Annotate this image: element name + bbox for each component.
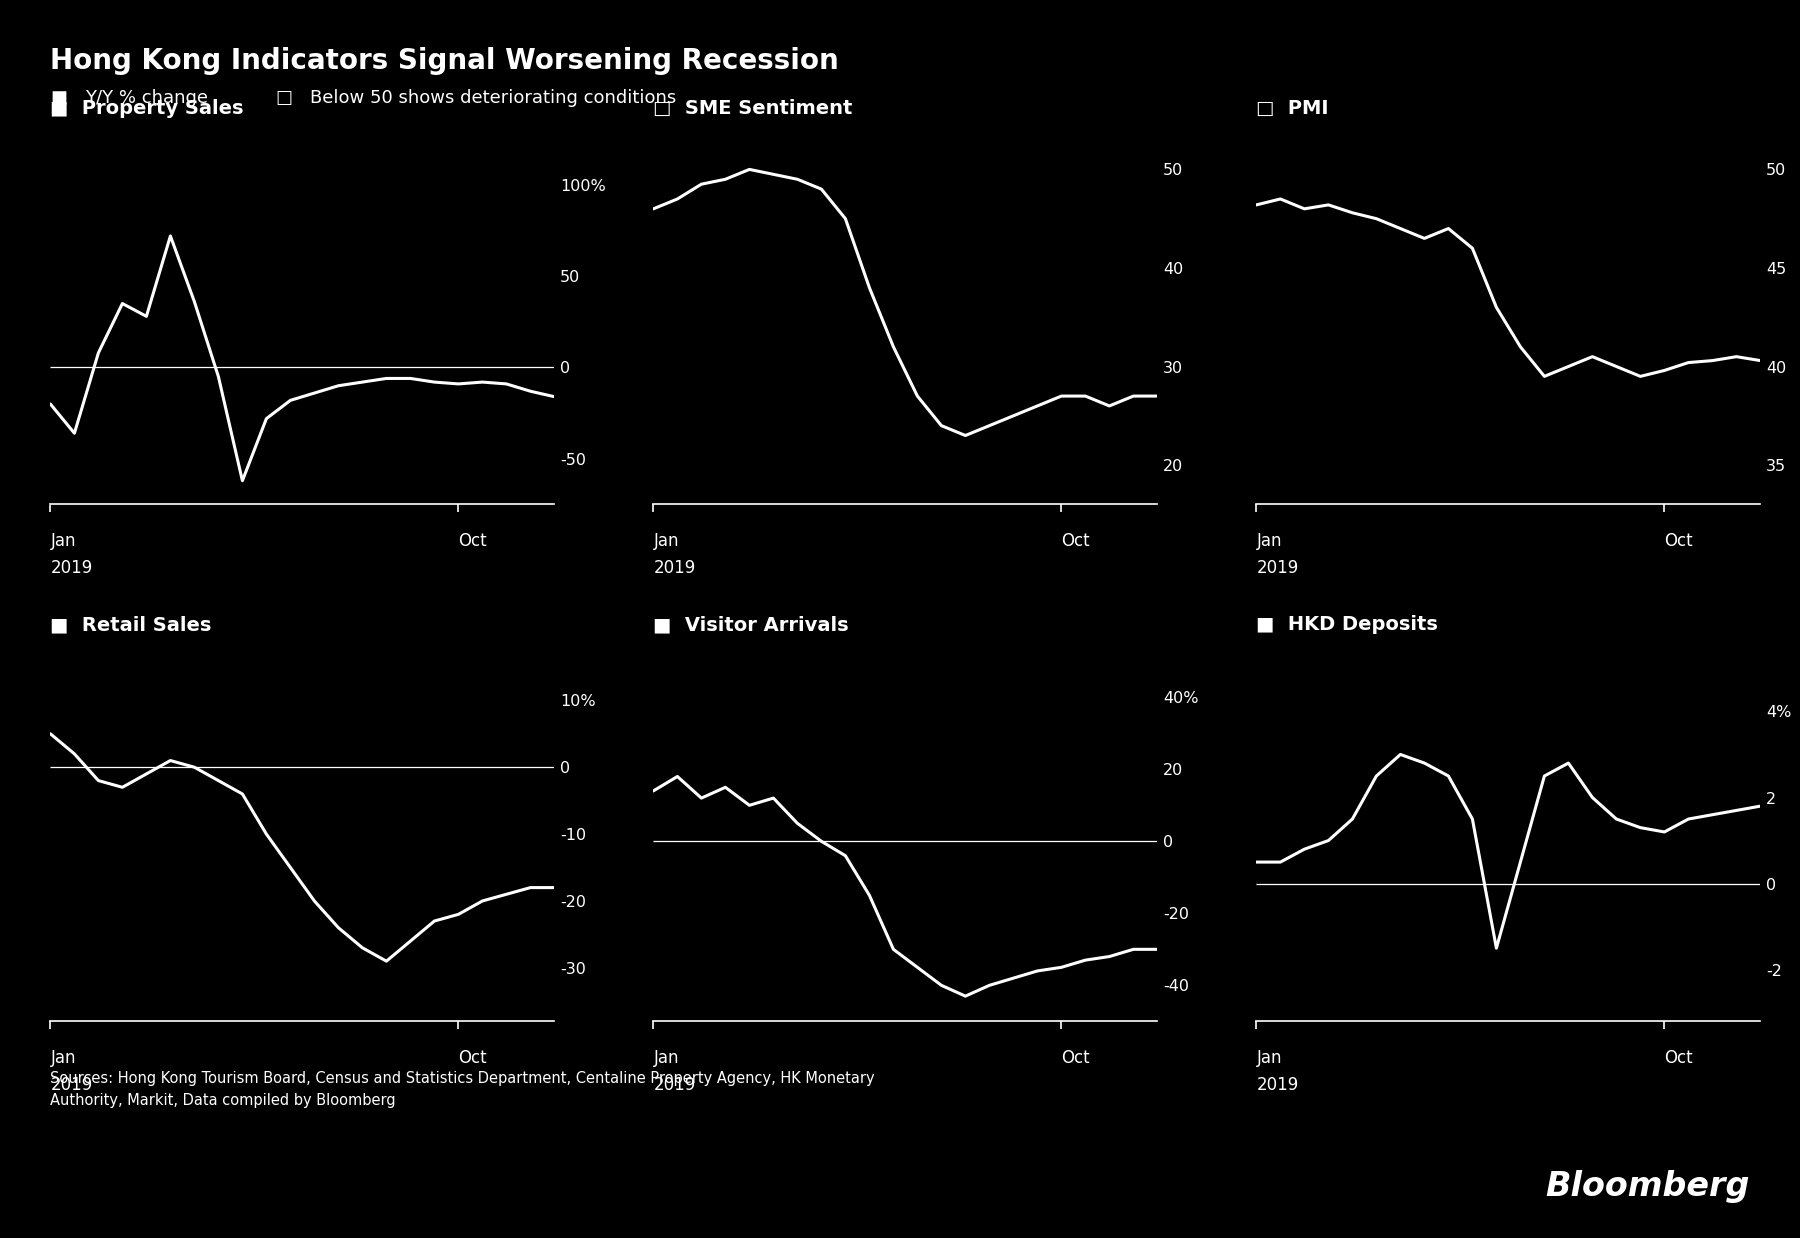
Text: 2019: 2019	[653, 1076, 695, 1094]
Text: ■  Property Sales: ■ Property Sales	[50, 99, 245, 118]
Text: Hong Kong Indicators Signal Worsening Recession: Hong Kong Indicators Signal Worsening Re…	[50, 47, 839, 76]
Text: ■  Retail Sales: ■ Retail Sales	[50, 615, 212, 634]
Text: Bloomberg: Bloomberg	[1544, 1170, 1750, 1203]
Text: □  PMI: □ PMI	[1256, 99, 1328, 118]
Text: Oct: Oct	[459, 532, 488, 550]
Text: ■  HKD Deposits: ■ HKD Deposits	[1256, 615, 1438, 634]
Text: ■: ■	[50, 89, 67, 108]
Text: Oct: Oct	[459, 1049, 488, 1067]
Text: 2019: 2019	[50, 1076, 92, 1094]
Text: Jan: Jan	[653, 532, 679, 550]
Text: ■  Visitor Arrivals: ■ Visitor Arrivals	[653, 615, 850, 634]
Text: 2019: 2019	[1256, 1076, 1298, 1094]
Text: Sources: Hong Kong Tourism Board, Census and Statistics Department, Centaline Pr: Sources: Hong Kong Tourism Board, Census…	[50, 1071, 875, 1108]
Text: 2019: 2019	[653, 560, 695, 577]
Text: Oct: Oct	[1062, 532, 1091, 550]
Text: Oct: Oct	[1665, 1049, 1694, 1067]
Text: Jan: Jan	[50, 532, 76, 550]
Text: □: □	[275, 89, 292, 108]
Text: 2019: 2019	[50, 560, 92, 577]
Text: Jan: Jan	[1256, 1049, 1282, 1067]
Text: Jan: Jan	[1256, 532, 1282, 550]
Text: Jan: Jan	[653, 1049, 679, 1067]
Text: 2019: 2019	[1256, 560, 1298, 577]
Text: □  SME Sentiment: □ SME Sentiment	[653, 99, 853, 118]
Text: Below 50 shows deteriorating conditions: Below 50 shows deteriorating conditions	[310, 89, 675, 108]
Text: Oct: Oct	[1062, 1049, 1091, 1067]
Text: Oct: Oct	[1665, 532, 1694, 550]
Text: Y/Y % change: Y/Y % change	[85, 89, 207, 108]
Text: Jan: Jan	[50, 1049, 76, 1067]
